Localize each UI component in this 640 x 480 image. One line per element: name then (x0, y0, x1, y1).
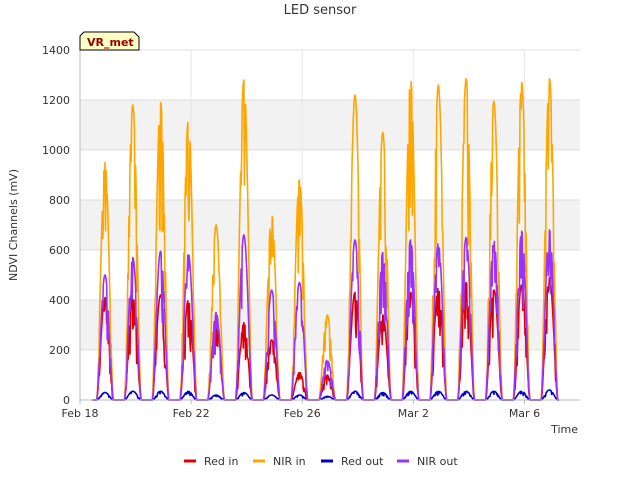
chart-title: LED sensor (284, 3, 357, 18)
badge-shape (79, 31, 140, 51)
series-layer (92, 78, 560, 401)
x-tick-label: Feb 22 (173, 407, 210, 420)
badge: VR_met (79, 31, 140, 51)
x-tick-label: Mar 2 (398, 407, 429, 420)
y-tick-label: 1200 (42, 94, 70, 107)
x-ticks: Feb 18 Feb 22 Feb 26 Mar 2 Mar 6 (62, 400, 540, 420)
y-ticks: 0 200 400 600 800 1000 1200 1400 (42, 44, 70, 407)
axes (79, 50, 580, 401)
y-tick-label: 1400 (42, 44, 70, 57)
x-tick-label: Feb 26 (284, 407, 321, 420)
badge-label: VR_met (87, 36, 134, 49)
y-axis-label: NDVI Channels (mV) (7, 169, 20, 281)
legend-label-nir-out: NIR out (417, 455, 458, 468)
y-tick-label: 800 (49, 194, 70, 207)
y-tick-label: 0 (63, 394, 70, 407)
x-tick-label: Feb 18 (62, 407, 99, 420)
x-tick-label: Mar 6 (509, 407, 540, 420)
grid-band (80, 200, 580, 250)
series-line-red-out (92, 389, 560, 401)
y-tick-label: 1000 (42, 144, 70, 157)
series-line-nir-in (92, 78, 560, 401)
grid-band (80, 100, 580, 150)
legend-label-red-out: Red out (341, 455, 384, 468)
legend-label-nir-in: NIR in (273, 455, 306, 468)
y-tick-label: 600 (49, 244, 70, 257)
legend-label-red-in: Red in (204, 455, 238, 468)
legend: Red in NIR in Red out NIR out (184, 455, 458, 468)
y-tick-label: 400 (49, 294, 70, 307)
x-axis-label: Time (550, 423, 578, 436)
series-line-nir-out (92, 229, 560, 401)
y-tick-label: 200 (49, 344, 70, 357)
